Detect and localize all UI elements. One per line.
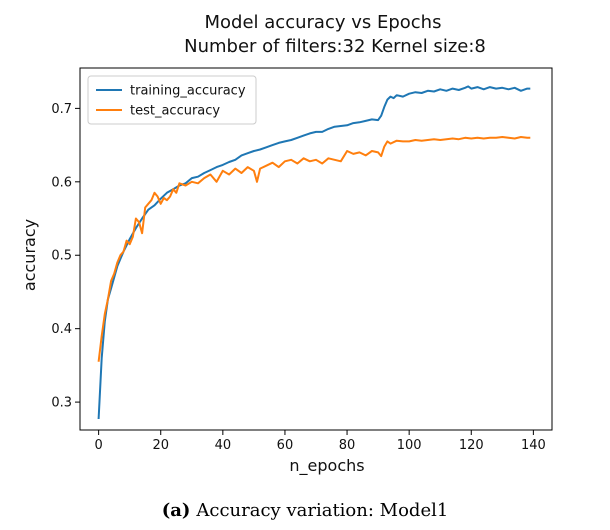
legend-box xyxy=(87,75,257,125)
y-tick-label: 0.7 xyxy=(51,102,72,117)
figure-caption: (a) Accuracy variation: Model1 xyxy=(0,500,610,521)
x-tick-label: 100 xyxy=(397,438,422,453)
y-tick-label: 0.3 xyxy=(51,396,72,411)
caption-label: (a) xyxy=(161,500,191,521)
x-tick-label: 0 xyxy=(94,438,102,453)
accuracy-chart: 0 20 40 60 80 100 120 140 0.3 0.4 0.5 0.6 0.7 traini… xyxy=(20,67,553,476)
legend-label: training_accuracy xyxy=(130,84,246,99)
y-tick-label: 0.4 xyxy=(51,322,72,337)
x-tick-label: 40 xyxy=(215,438,232,453)
x-tick-label: 140 xyxy=(521,438,546,453)
chart-title: Model accuracy vs Epochs xyxy=(204,12,442,33)
caption-text: Accuracy variation: Model1 xyxy=(196,500,449,521)
series-line-training-accuracy xyxy=(97,85,531,420)
axes: 0 20 40 60 80 100 120 140 0.3 0.4 0.5 0.6 0.7 xyxy=(51,67,553,453)
plot-frame xyxy=(79,67,553,431)
chart-subtitle: Number of filters:32 Kernel size:8 xyxy=(184,36,486,57)
legend: training_accuracy test_accuracy xyxy=(87,75,257,125)
legend-label: test_accuracy xyxy=(130,104,220,119)
series-lines xyxy=(97,85,531,420)
y-axis-label: accuracy xyxy=(20,219,39,291)
x-axis-label: n_epochs xyxy=(289,456,364,476)
y-tick-label: 0.5 xyxy=(51,249,72,264)
x-tick-label: 80 xyxy=(339,438,356,453)
x-tick-label: 120 xyxy=(459,438,484,453)
x-tick-label: 20 xyxy=(152,438,169,453)
series-line-test-accuracy xyxy=(97,136,531,362)
y-tick-label: 0.6 xyxy=(51,175,72,190)
x-tick-label: 60 xyxy=(277,438,294,453)
